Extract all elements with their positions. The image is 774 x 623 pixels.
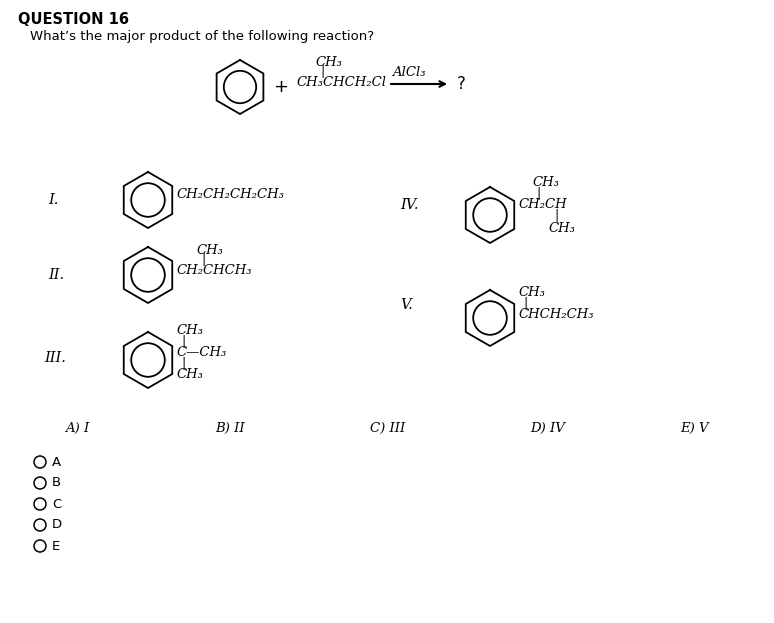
Text: AlCl₃: AlCl₃: [392, 65, 426, 78]
Text: D: D: [52, 518, 62, 531]
Text: CH₃: CH₃: [196, 244, 223, 257]
Text: B: B: [52, 477, 61, 490]
Text: E: E: [52, 540, 60, 553]
Text: A) I: A) I: [65, 422, 89, 434]
Text: V.: V.: [400, 298, 413, 312]
Text: B) II: B) II: [215, 422, 245, 434]
Text: CHCH₂CH₃: CHCH₂CH₃: [518, 308, 594, 321]
Text: CH₂CHCH₃: CH₂CHCH₃: [176, 265, 252, 277]
Text: CH₂CH: CH₂CH: [518, 199, 567, 211]
Text: What’s the major product of the following reaction?: What’s the major product of the followin…: [30, 30, 374, 43]
Text: CH₃CHCH₂Cl: CH₃CHCH₂Cl: [296, 77, 386, 90]
Text: II.: II.: [48, 268, 64, 282]
Text: IV.: IV.: [400, 198, 419, 212]
Text: |: |: [536, 186, 540, 199]
Text: |: |: [201, 254, 205, 267]
Text: C: C: [52, 498, 61, 510]
Text: CH₃: CH₃: [176, 368, 203, 381]
Text: |: |: [181, 356, 185, 369]
Text: |: |: [181, 335, 185, 348]
Text: D) IV: D) IV: [530, 422, 565, 434]
Text: CH₃: CH₃: [176, 323, 203, 336]
Text: CH₃: CH₃: [518, 285, 545, 298]
Text: +: +: [273, 78, 288, 96]
Text: |: |: [523, 297, 527, 310]
Text: A: A: [52, 455, 61, 468]
Text: C) III: C) III: [370, 422, 406, 434]
Text: CH₃: CH₃: [532, 176, 559, 189]
Text: CH₃: CH₃: [548, 222, 575, 234]
Text: |: |: [554, 209, 558, 222]
Text: I.: I.: [48, 193, 58, 207]
Text: QUESTION 16: QUESTION 16: [18, 12, 129, 27]
Text: III.: III.: [44, 351, 66, 365]
Text: ?: ?: [457, 75, 466, 93]
Text: E) V: E) V: [680, 422, 709, 434]
Text: CH₃: CH₃: [315, 55, 342, 69]
Text: C—CH₃: C—CH₃: [176, 346, 226, 358]
Text: |: |: [320, 65, 324, 78]
Text: CH₂CH₂CH₂CH₃: CH₂CH₂CH₂CH₃: [176, 188, 284, 201]
